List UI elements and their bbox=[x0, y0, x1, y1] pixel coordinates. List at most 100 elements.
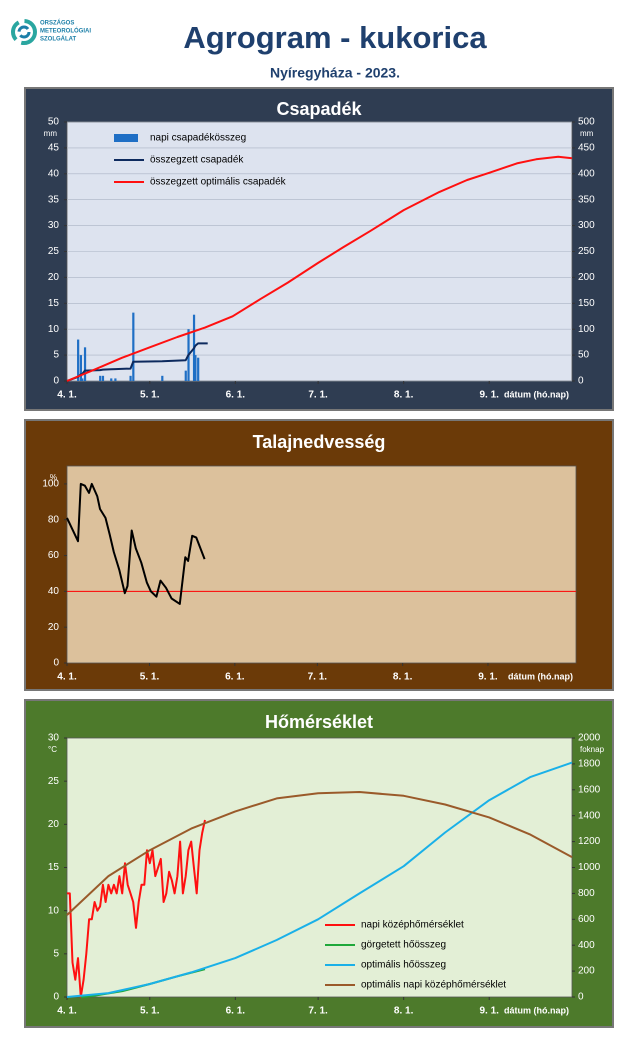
legend-label: összegzett csapadék bbox=[150, 155, 244, 166]
chart-title: Hőmérséklet bbox=[265, 712, 373, 732]
y2-tick-label: 500 bbox=[578, 117, 595, 128]
y2-axis-label: foknap bbox=[580, 745, 605, 754]
logo-text: SZOLGÁLAT bbox=[40, 36, 77, 43]
y2-tick-label: 1000 bbox=[578, 862, 601, 873]
legend-label: napi középhőmérséklet bbox=[361, 920, 464, 931]
legend-swatch bbox=[114, 134, 138, 142]
bar bbox=[101, 375, 105, 381]
y2-tick-label: 150 bbox=[578, 298, 595, 309]
y2-tick-label: 50 bbox=[578, 350, 590, 361]
bar bbox=[132, 312, 135, 381]
series-line bbox=[66, 761, 573, 998]
series-line bbox=[67, 819, 206, 998]
y-axis-label: % bbox=[50, 473, 57, 482]
y2-tick-label: 1600 bbox=[578, 784, 601, 795]
y-tick-label: 15 bbox=[48, 298, 60, 309]
logo-text: METEOROLÓGIAI bbox=[40, 27, 91, 35]
y2-tick-label: 0 bbox=[578, 376, 584, 387]
y2-tick-label: 2000 bbox=[578, 733, 601, 744]
bar bbox=[99, 375, 102, 381]
x-tick-label: 6. 1. bbox=[225, 672, 245, 683]
x-tick-label: 5. 1. bbox=[140, 1006, 160, 1017]
series-line bbox=[66, 482, 206, 605]
plot-area bbox=[66, 465, 577, 664]
legend-label: napi csapadékösszeg bbox=[150, 133, 246, 144]
bar bbox=[110, 378, 113, 381]
bar bbox=[77, 339, 80, 381]
page-subtitle: Nyíregyháza - 2023. bbox=[270, 65, 400, 81]
y2-tick-label: 200 bbox=[578, 966, 595, 977]
x-axis-label: dátum (hó.nap) bbox=[504, 389, 569, 399]
y2-tick-label: 0 bbox=[578, 992, 584, 1003]
y-tick-label: 0 bbox=[53, 658, 59, 669]
legend-label: összegzett optimális csapadék bbox=[150, 177, 287, 188]
y-tick-label: 50 bbox=[48, 117, 60, 128]
y-tick-label: 25 bbox=[48, 776, 60, 787]
legend-label: optimális hőösszeg bbox=[361, 960, 446, 971]
y-tick-label: 15 bbox=[48, 862, 60, 873]
y2-tick-label: 250 bbox=[578, 246, 595, 257]
chart-title: Csapadék bbox=[276, 99, 362, 119]
y-axis-label: mm bbox=[44, 129, 58, 138]
bar bbox=[194, 355, 197, 381]
legend-label: optimális napi középhőmérséklet bbox=[361, 980, 506, 991]
y2-axis-label: mm bbox=[580, 129, 594, 138]
x-tick-label: 7. 1. bbox=[308, 390, 328, 401]
bar bbox=[161, 375, 164, 381]
plot-area bbox=[66, 737, 573, 998]
y-tick-label: 25 bbox=[48, 246, 60, 257]
x-tick-label: 9. 1. bbox=[479, 1006, 499, 1017]
y-axis-label: °C bbox=[48, 745, 57, 754]
y-tick-label: 20 bbox=[48, 622, 60, 633]
y2-tick-label: 200 bbox=[578, 272, 595, 283]
x-tick-label: 6. 1. bbox=[226, 390, 246, 401]
y-tick-label: 10 bbox=[48, 324, 60, 335]
x-tick-label: 6. 1. bbox=[226, 1006, 246, 1017]
y-tick-label: 30 bbox=[48, 733, 60, 744]
x-tick-label: 9. 1. bbox=[479, 390, 499, 401]
x-tick-label: 9. 1. bbox=[478, 672, 498, 683]
page-title: Agrogram - kukorica bbox=[183, 20, 487, 55]
logo-text: ORSZÁGOS bbox=[40, 20, 74, 27]
x-tick-label: 7. 1. bbox=[308, 1006, 328, 1017]
y2-tick-label: 300 bbox=[578, 220, 595, 231]
y-tick-label: 60 bbox=[48, 550, 60, 561]
series-line bbox=[66, 791, 573, 916]
x-tick-label: 5. 1. bbox=[140, 390, 160, 401]
x-tick-label: 8. 1. bbox=[394, 390, 414, 401]
x-tick-label: 4. 1. bbox=[57, 390, 77, 401]
y-tick-label: 5 bbox=[53, 350, 59, 361]
y2-tick-label: 400 bbox=[578, 940, 595, 951]
y-tick-label: 5 bbox=[53, 948, 59, 959]
x-tick-label: 4. 1. bbox=[57, 1006, 77, 1017]
legend-label: görgetett hőösszeg bbox=[361, 940, 446, 951]
y-tick-label: 0 bbox=[53, 376, 59, 387]
x-axis-label: dátum (hó.nap) bbox=[504, 1005, 569, 1015]
y-tick-label: 0 bbox=[53, 992, 59, 1003]
y-tick-label: 35 bbox=[48, 194, 60, 205]
y2-tick-label: 1800 bbox=[578, 759, 601, 770]
logo bbox=[11, 19, 37, 45]
x-tick-label: 8. 1. bbox=[393, 672, 413, 683]
x-tick-label: 5. 1. bbox=[140, 672, 160, 683]
x-axis-label: dátum (hó.nap) bbox=[508, 671, 573, 681]
y-tick-label: 80 bbox=[48, 514, 60, 525]
series-line bbox=[66, 155, 573, 382]
bar bbox=[81, 378, 84, 381]
y2-tick-label: 400 bbox=[578, 168, 595, 179]
y-tick-label: 20 bbox=[48, 272, 60, 283]
bar bbox=[184, 370, 187, 381]
x-tick-label: 4. 1. bbox=[57, 672, 77, 683]
x-tick-label: 8. 1. bbox=[394, 1006, 414, 1017]
chart-title: Talajnedvesség bbox=[253, 432, 386, 452]
y-tick-label: 20 bbox=[48, 819, 60, 830]
y-tick-label: 40 bbox=[48, 168, 60, 179]
bar bbox=[114, 378, 117, 381]
y2-tick-label: 1200 bbox=[578, 836, 601, 847]
y2-tick-label: 450 bbox=[578, 143, 595, 154]
y2-tick-label: 1400 bbox=[578, 810, 601, 821]
bar bbox=[197, 357, 200, 381]
x-tick-label: 7. 1. bbox=[308, 672, 328, 683]
y2-tick-label: 600 bbox=[578, 914, 595, 925]
